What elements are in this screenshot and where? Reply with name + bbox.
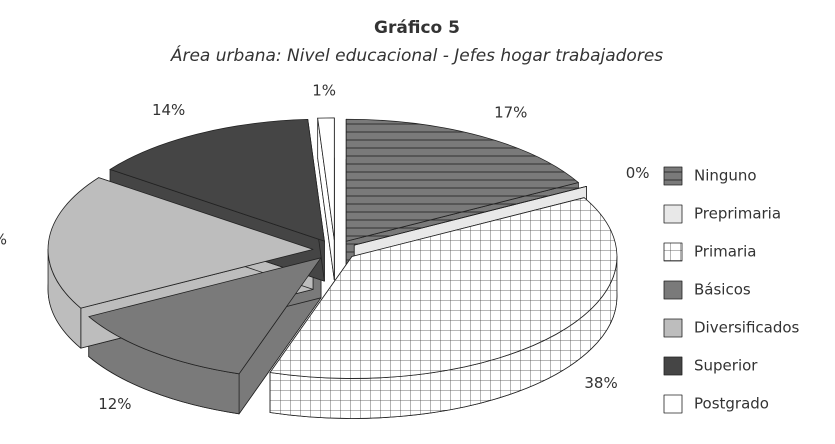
slice: [269, 197, 618, 379]
data-label: 38%: [584, 374, 617, 392]
legend-label: Diversificados: [694, 319, 800, 337]
chart-title: Gráfico 5: [374, 18, 460, 38]
slice: [345, 118, 579, 242]
legend-label: Postgrado: [694, 395, 769, 413]
data-label: 18%: [0, 231, 7, 249]
legend-swatch: [663, 280, 683, 300]
data-label: 0%: [626, 164, 650, 182]
legend-label: Ninguno: [694, 167, 757, 185]
legend-label: Básicos: [694, 281, 751, 299]
legend-swatch: [663, 204, 683, 224]
legend-swatch: [663, 356, 683, 376]
legend: Ninguno Preprimaria Primaria Básicos Diversi…: [663, 166, 800, 414]
pie: 17% 0% 38% 12% 18% 14% 1%: [0, 82, 649, 419]
legend-label: Primaria: [694, 243, 756, 261]
legend-swatch: [663, 394, 683, 414]
legend-label: Superior: [694, 357, 758, 375]
chart-subtitle: Área urbana: Nivel educacional - Jefes h…: [170, 44, 663, 66]
legend-label: Preprimaria: [694, 205, 781, 223]
slice: [88, 257, 322, 375]
data-label: 14%: [152, 101, 185, 119]
slice: [47, 177, 314, 309]
data-label: 12%: [98, 395, 131, 413]
legend-swatch: [663, 242, 683, 262]
slice: [317, 117, 335, 241]
data-label: 17%: [494, 104, 527, 122]
slice: [109, 118, 325, 242]
slice: [353, 185, 587, 246]
legend-swatch: [663, 318, 683, 338]
data-label: 1%: [312, 82, 336, 100]
legend-swatch: [663, 166, 683, 186]
